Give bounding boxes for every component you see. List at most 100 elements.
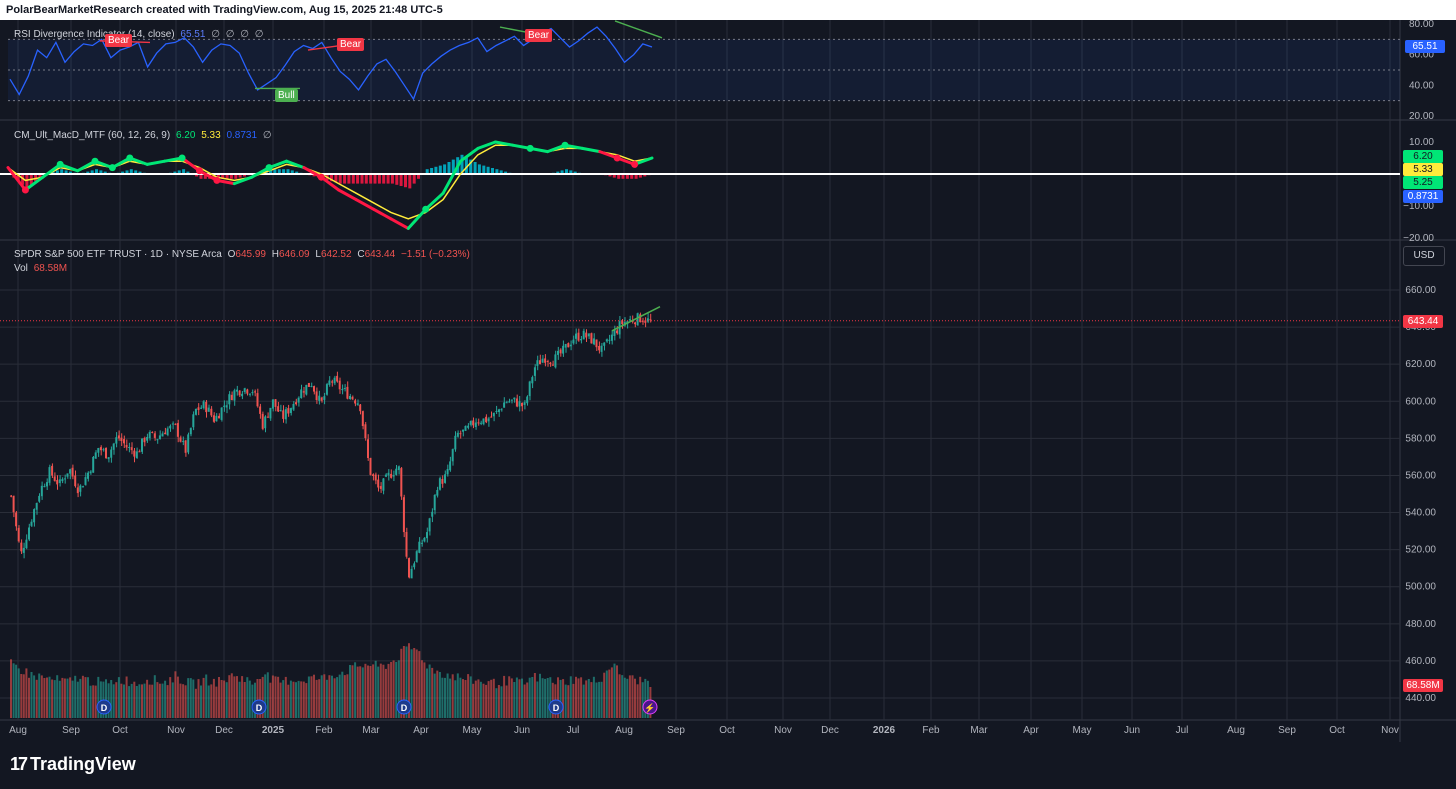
candle-body xyxy=(390,473,393,478)
chart-canvas[interactable]: D D D D ⚡ Aug Sep Oct Nov Dec 2025 Feb Mar Apr May Jun… xyxy=(0,0,1456,742)
dividend-marker-text: D xyxy=(101,703,108,713)
candle-body xyxy=(259,406,262,414)
candle-body xyxy=(305,384,308,395)
macd-legend[interactable]: CM_Ult_MacD_MTF (60, 12, 26, 9) 6.20 5.3… xyxy=(14,130,275,141)
macd-cross-dot xyxy=(108,164,116,172)
volume-bar xyxy=(297,680,300,718)
candle-body xyxy=(297,397,300,403)
time-axis-tick-label: May xyxy=(1073,725,1092,736)
volume-bar xyxy=(53,680,56,718)
macd-histogram-bar xyxy=(121,171,125,174)
candle-body xyxy=(210,408,213,416)
macd-line-segment xyxy=(319,175,341,192)
volume-bar xyxy=(318,679,321,718)
macd-histogram-bar xyxy=(443,164,447,174)
candle-body xyxy=(187,434,190,453)
volume-bar xyxy=(600,681,603,718)
candle-body xyxy=(333,377,336,384)
macd-histogram-bar xyxy=(55,170,59,174)
candle-body xyxy=(621,321,624,325)
volume-bar xyxy=(138,684,141,718)
candle-body xyxy=(48,467,51,483)
candle-body xyxy=(71,467,74,477)
candle-body xyxy=(220,407,223,420)
volume-legend[interactable]: Vol 68.58M xyxy=(14,263,70,274)
macd-histogram-bar xyxy=(473,162,477,174)
volume-bar xyxy=(364,663,367,718)
macd-histogram-bar xyxy=(399,174,403,186)
price-legend[interactable]: SPDR S&P 500 ETF TRUST · 1D · NYSE Arca … xyxy=(14,249,473,260)
candle-body xyxy=(89,471,92,474)
macd-cross-dot xyxy=(196,167,203,175)
candle-body xyxy=(628,319,631,321)
currency-button[interactable]: USD xyxy=(1403,246,1445,266)
volume-bar xyxy=(107,683,110,718)
candle-body xyxy=(410,568,413,579)
volume-bar xyxy=(307,676,310,718)
macd-cross-dot xyxy=(213,176,221,184)
volume-bar xyxy=(320,675,323,718)
candle-body xyxy=(200,407,202,409)
macd-histogram-bar xyxy=(499,170,503,174)
candle-body xyxy=(325,384,328,395)
macd-histogram-bar xyxy=(290,170,294,174)
candle-body xyxy=(361,411,364,426)
dividend-marker-text: D xyxy=(553,703,560,713)
candle-body xyxy=(15,512,18,527)
volume-bar xyxy=(641,682,644,718)
candle-body xyxy=(528,381,531,397)
macd-signal-label: 5.33 xyxy=(1403,163,1443,176)
candle-body xyxy=(264,416,267,429)
candle-body xyxy=(307,383,310,387)
attribution-text: PolarBearMarketResearch created with Tra… xyxy=(6,4,443,16)
rsi-legend-extra-4: ∅ xyxy=(254,29,264,40)
volume-bar xyxy=(490,679,493,718)
volume-bar xyxy=(585,680,588,718)
volume-bar xyxy=(446,673,449,718)
volume-bar xyxy=(367,665,369,718)
tradingview-logo[interactable]: 17 TradingView xyxy=(10,754,136,775)
vol-label: Vol xyxy=(14,263,28,274)
candle-body xyxy=(454,435,457,450)
volume-bar xyxy=(328,675,331,718)
candle-body xyxy=(123,439,125,444)
volume-bar xyxy=(487,681,490,718)
candle-body xyxy=(53,476,56,481)
candle-body xyxy=(382,478,385,491)
volume-bar xyxy=(492,678,495,718)
dividend-marker-icon xyxy=(548,699,564,715)
candle-body xyxy=(146,437,149,441)
candle-body xyxy=(572,339,575,344)
macd-histogram-bar xyxy=(556,171,560,174)
macd-histogram-bar xyxy=(51,171,55,174)
macd-histogram-bar xyxy=(617,174,621,179)
candle-body xyxy=(490,416,493,418)
candle-body xyxy=(438,478,441,490)
candle-body xyxy=(197,407,200,410)
candle-body xyxy=(128,447,131,448)
rsi-legend[interactable]: RSI Divergence Indicator (14, close) 65.… xyxy=(14,29,266,40)
volume-bar xyxy=(464,680,467,718)
attribution-bar: PolarBearMarketResearch created with Tra… xyxy=(0,0,1456,20)
candle-body xyxy=(441,479,444,484)
candle-body xyxy=(379,486,382,489)
candle-body xyxy=(559,349,562,354)
volume-bar xyxy=(559,679,562,718)
candle-body xyxy=(459,433,462,435)
volume-bar xyxy=(89,685,92,718)
candle-body xyxy=(318,395,321,401)
macd-histogram-bar xyxy=(504,171,508,174)
candle-body xyxy=(228,394,231,405)
candle-body xyxy=(230,394,233,400)
volume-bar xyxy=(76,681,79,718)
candle-body xyxy=(338,380,341,390)
time-axis-tick-label: Jun xyxy=(514,725,530,736)
candle-body xyxy=(81,486,84,488)
time-axis-tick-label: Sep xyxy=(1278,725,1296,736)
candle-body xyxy=(254,391,256,393)
macd-histogram-bar xyxy=(68,171,72,174)
candle-body xyxy=(649,319,652,321)
high-value: 646.09 xyxy=(279,249,310,260)
candle-body xyxy=(451,449,454,462)
candle-body xyxy=(156,439,159,441)
